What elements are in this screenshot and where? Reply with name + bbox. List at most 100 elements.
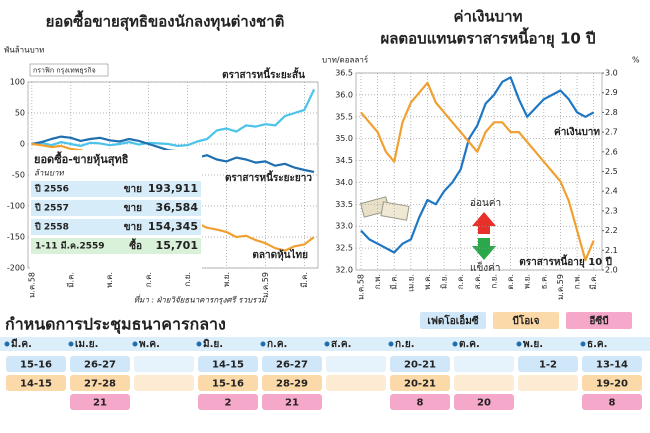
inset-amount: 36,584 <box>156 201 199 214</box>
x-tick-label: ก.พ. <box>373 274 382 289</box>
schedule-date: 8 <box>609 398 616 409</box>
x-tick-label: ม.ค.58 <box>356 274 365 300</box>
y-tick-label: 100 <box>10 78 25 87</box>
inset-unit: ล้านบาท <box>34 169 64 178</box>
inset-title: ยอดซื้อ-ขายหุ้นสุทธิ <box>34 151 129 167</box>
x-tick-label: พ.ย. <box>222 272 231 287</box>
schedule-cell <box>326 394 386 410</box>
month-label: ก.ย. <box>395 339 415 350</box>
schedule-cell <box>6 394 66 410</box>
money-icon <box>360 196 410 221</box>
schedule-title: กำหนดการประชุมธนาคารกลาง <box>5 315 226 335</box>
month-label: มี.ค. <box>11 338 32 350</box>
schedule-date: 28-29 <box>276 379 308 390</box>
schedule-date: 27-28 <box>84 379 116 390</box>
month-label: ต.ค. <box>459 339 480 350</box>
schedule-cell <box>518 394 578 410</box>
series-label: ตราสารหนี้ระยะสั้น <box>222 67 305 81</box>
y-tick-label: 36.0 <box>335 90 353 99</box>
month-dot <box>260 341 266 347</box>
schedule-cell <box>198 375 258 391</box>
badge-box <box>29 63 109 77</box>
inset-row <box>31 181 201 197</box>
schedule-cell <box>262 356 322 372</box>
schedule-cell <box>6 356 66 372</box>
month-label: พ.ค. <box>139 339 160 350</box>
series-line <box>360 76 595 254</box>
schedule-cell <box>518 356 578 372</box>
x-tick-label: ม.ค.58 <box>27 272 36 298</box>
schedule-date: 14-15 <box>20 379 52 390</box>
schedule-date: 19-20 <box>596 379 628 390</box>
x-tick-label: พ.ค. <box>105 272 114 288</box>
schedule-cell <box>582 375 642 391</box>
schedule-cell <box>70 375 130 391</box>
schedule-cell <box>518 375 578 391</box>
series-label: ค่าเงินบาท <box>554 126 600 138</box>
y2-tick-label: 2.4 <box>605 187 618 196</box>
schedule-cell <box>390 356 450 372</box>
y-tick-label: 32.5 <box>335 244 353 253</box>
x-tick-label: มี.ค. <box>390 274 399 290</box>
y-tick-label: 33.5 <box>335 200 353 209</box>
down-arrow <box>472 238 496 260</box>
series-line <box>360 81 595 262</box>
schedule-cell <box>326 356 386 372</box>
month-label: ก.ค. <box>267 339 287 350</box>
schedule-date: 26-27 <box>276 360 308 371</box>
x-tick-label: ม.ค.59 <box>261 272 270 298</box>
series-label: ตราสารหนี้อายุ 10 ปี <box>519 254 612 268</box>
inset-label: ปี 2558 <box>34 222 69 233</box>
month-dot <box>196 341 202 347</box>
schedule-cell <box>262 375 322 391</box>
schedule-date: 13-14 <box>596 360 628 371</box>
y2-tick-label: 3.0 <box>605 69 618 78</box>
y2-tick-label: 2.3 <box>605 206 618 215</box>
inset-action: ซื้อ <box>129 238 142 252</box>
schedule-cell <box>582 394 642 410</box>
inset-row <box>31 200 201 216</box>
x-tick-label: ม.ค.59 <box>556 274 565 300</box>
series-label: ตราสารหนี้ระยะยาว <box>225 170 312 184</box>
y-tick-label: 34.0 <box>335 178 353 187</box>
y2-tick-label: 2.9 <box>605 88 618 97</box>
annotation-weak: อ่อนค่า <box>470 198 501 209</box>
x-tick-label: เม.ย. <box>406 274 415 292</box>
y-tick-label: -50 <box>12 171 25 180</box>
series-line <box>31 88 316 147</box>
y-tick-label: 34.5 <box>335 156 353 165</box>
x-tick-label: มิ.ย. <box>440 274 449 289</box>
y-tick-label: -100 <box>7 202 25 211</box>
y2-tick-label: 2.6 <box>605 147 618 156</box>
right-subtitle: ผลตอบแทนตราสารหนี้อายุ 10 ปี <box>380 27 595 49</box>
inset-amount: 154,345 <box>148 220 198 233</box>
schedule-cell <box>454 375 514 391</box>
x-tick-label: พ.ย. <box>523 274 532 289</box>
y-tick-label: 36.5 <box>335 69 353 78</box>
left-y-label: พันล้านบาท <box>4 46 44 55</box>
x-tick-label: ก.ย. <box>489 274 498 289</box>
source: ที่มา : ฝ่ายวิจัยธนาคารกรุงศรี รวบรวม <box>134 294 267 306</box>
right-title: ค่าเงินบาท <box>454 8 523 26</box>
schedule-cell <box>134 394 194 410</box>
x-tick-label: ธ.ค. <box>539 274 548 289</box>
x-tick-label: มี.ค. <box>300 272 309 288</box>
y-tick-label: 32.0 <box>335 266 353 275</box>
month-dot <box>132 341 138 347</box>
schedule-date: 15-16 <box>212 379 244 390</box>
inset-label: ปี 2557 <box>34 203 69 214</box>
schedule-cell <box>134 356 194 372</box>
right-y2-label: % <box>632 56 640 65</box>
schedule-cell <box>582 356 642 372</box>
inset-amount: 15,701 <box>156 239 198 252</box>
inset-label: 1-11 มี.ค.2559 <box>35 241 105 252</box>
inset-label: ปี 2556 <box>34 184 69 195</box>
x-tick-label: ก.พ. <box>573 274 582 289</box>
y-tick-label: 50 <box>15 109 25 118</box>
schedule-cell <box>326 375 386 391</box>
schedule-cell <box>454 356 514 372</box>
badge: กราฟิก กรุงเทพธุรกิจ <box>33 67 96 75</box>
y2-tick-label: 2.5 <box>605 167 618 176</box>
schedule-date: 21 <box>93 398 107 409</box>
